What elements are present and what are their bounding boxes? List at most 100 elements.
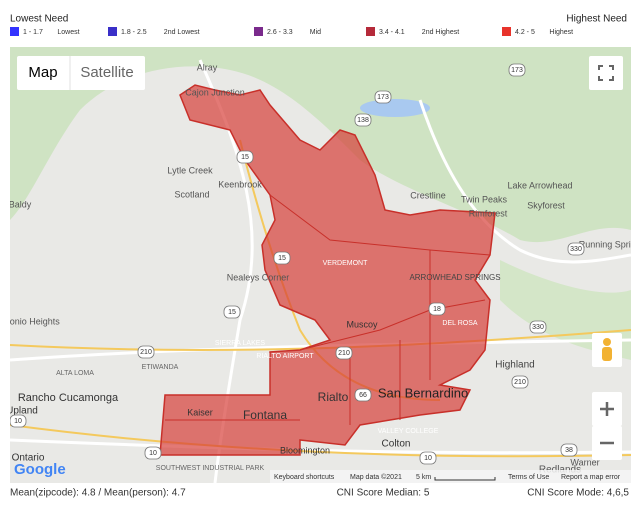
place-label: Baldy: [9, 199, 32, 209]
legend-label: Mid: [310, 29, 321, 36]
place-label: Upland: [6, 406, 38, 417]
route-shield: [560, 443, 578, 457]
legend-swatch: [10, 27, 19, 36]
route-number: 10: [14, 418, 22, 425]
zoom-out-button[interactable]: [592, 426, 622, 460]
place-label: San Bernardino: [378, 385, 468, 400]
place-label: SIERRA LAKES: [215, 340, 266, 347]
map-type-control: [17, 56, 145, 90]
place-label: DEL ROSA: [442, 320, 477, 327]
place-label: ETIWANDA: [142, 364, 179, 371]
map-button[interactable]: Map: [28, 64, 57, 81]
route-number: 10: [149, 450, 157, 457]
legend-swatch: [366, 27, 375, 36]
place-label: ALTA LOMA: [56, 370, 94, 377]
place-label: Skyforest: [527, 200, 565, 210]
route-number: 173: [511, 67, 523, 74]
place-label: Rimforest: [469, 208, 508, 218]
route-shield: [354, 388, 372, 402]
attribution-bar: [270, 470, 631, 483]
place-label: Running Springs: [579, 239, 641, 249]
legend: 1 - 1.7 Lowest 1.8 - 2.5 2nd Lowest 2.6 - 3.…: [10, 27, 573, 36]
route-shield: [144, 446, 162, 460]
legend-range: 1 - 1.7: [23, 29, 43, 36]
legend-range: 4.2 - 5: [515, 29, 535, 36]
route-number: 210: [514, 379, 526, 386]
route-shield: [511, 375, 529, 389]
scale-label: 5 km: [416, 474, 431, 481]
place-label: Scotland: [174, 189, 209, 199]
route-shield: [10, 414, 27, 428]
zoom-in-button[interactable]: [592, 392, 622, 426]
route-number: 138: [357, 117, 369, 124]
legend-swatch: [254, 27, 263, 36]
legend-range: 2.6 - 3.3: [267, 29, 293, 36]
place-label: Kaiser: [187, 407, 213, 417]
legend-range: 1.8 - 2.5: [121, 29, 147, 36]
place-label: Fontana: [243, 408, 287, 422]
route-shield: [335, 346, 353, 360]
legend-swatch: [502, 27, 511, 36]
place-label: Ontario: [12, 453, 45, 464]
place-label: Crestline: [410, 190, 446, 200]
lowest-label: Lowest Need: [10, 14, 68, 25]
place-label: Alray: [197, 62, 218, 72]
route-shield: [354, 113, 372, 127]
satellite-button[interactable]: Satellite: [80, 64, 133, 81]
legend-label: Highest: [549, 29, 573, 36]
route-number: 15: [241, 154, 249, 161]
route-shield: [236, 150, 254, 164]
route-number: 173: [377, 94, 389, 101]
legend-label: 2nd Highest: [422, 29, 459, 36]
place-label: Antonio Heights: [0, 316, 60, 326]
route-shield: [529, 320, 547, 334]
fullscreen-button[interactable]: [589, 56, 623, 90]
route-shield: [508, 63, 526, 77]
mode-stat: CNI Score Mode: 4,6,5: [527, 488, 629, 499]
route-number: 330: [570, 246, 582, 253]
route-shield: [273, 251, 291, 265]
route-shield: [223, 305, 241, 319]
legend-label: 2nd Lowest: [164, 29, 200, 36]
route-number: 210: [338, 350, 350, 357]
place-label: VERDEMONT: [323, 260, 368, 267]
route-shield: [137, 345, 155, 359]
keyboard-shortcuts[interactable]: Keyboard shortcuts: [274, 474, 335, 481]
route-shield: [567, 242, 585, 256]
cni-region: [159, 84, 496, 456]
place-label: Highland: [495, 360, 534, 371]
place-label: Nealeys Corner: [227, 272, 290, 282]
place-label: Keenbrook: [218, 179, 262, 189]
route-number: 210: [140, 349, 152, 356]
place-label: Lytle Creek: [167, 165, 213, 175]
place-label: RIALTO AIRPORT: [256, 353, 314, 360]
map-data: Map data ©2021: [350, 473, 402, 481]
place-label: Lake Arrowhead: [507, 180, 572, 190]
scale-bar: [434, 477, 496, 481]
map: Alray Cajon Junction Lytle Creek Scotland Ke…: [0, 47, 641, 483]
mean-stat: Mean(zipcode): 4.8 / Mean(person): 4.7: [10, 488, 186, 499]
report-link[interactable]: Report a map error: [561, 474, 621, 481]
median-stat: CNI Score Median: 5: [337, 488, 430, 499]
terms-link[interactable]: Terms of Use: [508, 474, 549, 481]
legend-swatch: [108, 27, 117, 36]
route-number: 15: [278, 255, 286, 262]
place-label: Muscoy: [346, 319, 378, 329]
legend-label: Lowest: [57, 29, 79, 36]
route-number: 330: [532, 324, 544, 331]
google-logo: Google: [14, 461, 66, 478]
place-label: SOUTHWEST INDUSTRIAL PARK: [156, 465, 265, 472]
map-labels: Alray Cajon Junction Lytle Creek Scotland Ke…: [0, 62, 641, 476]
pegman[interactable]: [592, 333, 622, 367]
place-label: Twin Peaks: [461, 194, 508, 204]
route-number: 66: [359, 392, 367, 399]
place-label: Bloomington: [280, 445, 330, 455]
place-label: Cajon Junction: [185, 87, 245, 97]
route-shield: [419, 451, 437, 465]
mountains: [10, 47, 631, 243]
highest-label: Highest Need: [566, 14, 627, 25]
route-number: 18: [433, 306, 441, 313]
route-shield: [428, 302, 446, 316]
